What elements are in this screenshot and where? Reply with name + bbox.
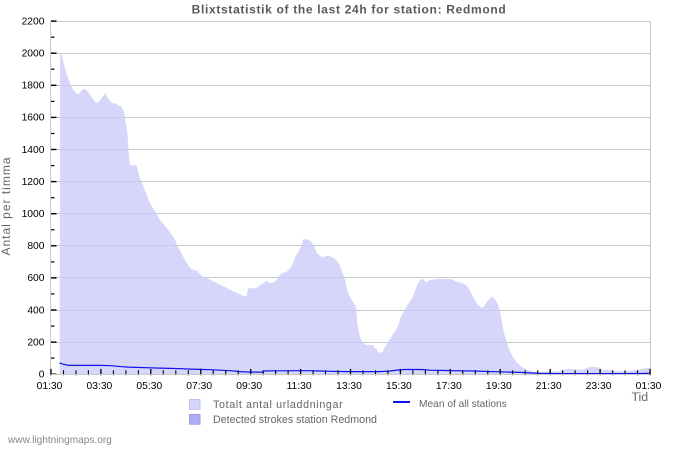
svg-text:Antal per timma: Antal per timma	[0, 156, 13, 255]
svg-text:09:30: 09:30	[236, 381, 262, 392]
svg-text:2200: 2200	[22, 16, 45, 27]
svg-text:2000: 2000	[22, 49, 45, 60]
svg-text:Mean of all stations: Mean of all stations	[419, 399, 507, 410]
svg-text:1200: 1200	[22, 177, 45, 188]
svg-text:01:30: 01:30	[37, 381, 63, 392]
svg-text:0: 0	[39, 370, 45, 381]
svg-text:Blixtstatistik of the last 24h: Blixtstatistik of the last 24h for stati…	[192, 3, 507, 17]
svg-text:1800: 1800	[22, 81, 45, 92]
svg-text:17:30: 17:30	[436, 381, 462, 392]
svg-text:05:30: 05:30	[136, 381, 162, 392]
svg-text:03:30: 03:30	[87, 381, 113, 392]
svg-text:21:30: 21:30	[536, 381, 562, 392]
svg-text:01:30: 01:30	[636, 381, 662, 392]
svg-text:15:30: 15:30	[386, 381, 412, 392]
svg-text:www.lightningmaps.org: www.lightningmaps.org	[7, 435, 112, 446]
svg-text:19:30: 19:30	[486, 381, 512, 392]
svg-text:800: 800	[27, 241, 44, 252]
svg-text:1000: 1000	[22, 209, 45, 220]
svg-text:400: 400	[27, 305, 44, 316]
svg-text:Totalt antal urladdningar: Totalt antal urladdningar	[213, 399, 343, 411]
svg-text:11:30: 11:30	[287, 381, 312, 392]
svg-text:200: 200	[27, 337, 44, 348]
svg-text:1400: 1400	[22, 145, 45, 156]
svg-text:1600: 1600	[22, 113, 45, 124]
svg-text:07:30: 07:30	[186, 381, 212, 392]
svg-text:600: 600	[27, 273, 44, 284]
svg-text:23:30: 23:30	[586, 381, 612, 392]
svg-text:Detected strokes station Redmo: Detected strokes station Redmond	[213, 414, 377, 426]
svg-text:13:30: 13:30	[336, 381, 362, 392]
svg-text:Tid: Tid	[632, 390, 649, 404]
